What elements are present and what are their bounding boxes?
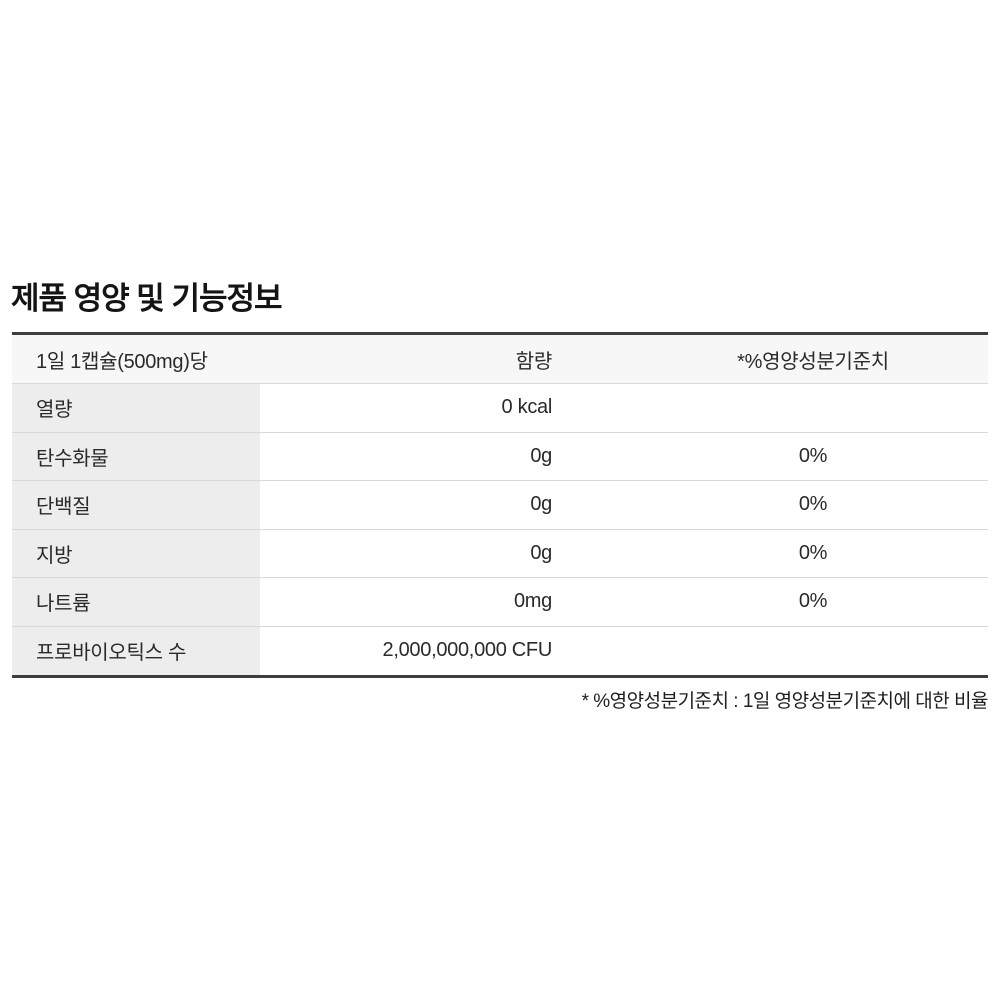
page-title: 제품 영양 및 기능정보 bbox=[11, 281, 283, 316]
nutrition-facts-table: 1일 1캡슐(500mg)당 함량 *%영양성분기준치 열량 0 kcal 탄수… bbox=[12, 332, 988, 678]
row-daily-value bbox=[638, 627, 988, 676]
table-row-probiotics: 프로바이오틱스 수 2,000,000,000 CFU bbox=[12, 626, 988, 676]
header-cell-amount: 함량 bbox=[515, 350, 553, 373]
row-amount: 0 kcal bbox=[501, 396, 553, 419]
row-label: 프로바이오틱스 수 bbox=[12, 626, 260, 675]
row-label: 지방 bbox=[12, 529, 260, 577]
row-daily-value: 0% bbox=[798, 444, 828, 467]
row-label: 열량 bbox=[12, 384, 260, 432]
table-row-sodium: 나트륨 0mg 0% bbox=[12, 578, 988, 627]
row-daily-value: 0% bbox=[798, 493, 828, 516]
table-row-protein: 단백질 0g 0% bbox=[12, 481, 988, 530]
row-amount: 2,000,000,000 CFU bbox=[382, 639, 553, 662]
table-row-fat: 지방 0g 0% bbox=[12, 529, 988, 578]
table-header-row: 1일 1캡슐(500mg)당 함량 *%영양성분기준치 bbox=[12, 335, 988, 384]
row-daily-value: 0% bbox=[798, 590, 828, 613]
header-cell-serving: 1일 1캡슐(500mg)당 bbox=[36, 350, 208, 373]
row-label: 탄수화물 bbox=[12, 432, 260, 480]
row-label: 단백질 bbox=[12, 481, 260, 529]
row-daily-value bbox=[638, 384, 988, 432]
row-amount: 0g bbox=[530, 444, 552, 467]
header-cell-daily-value: *%영양성분기준치 bbox=[737, 350, 889, 373]
daily-value-footnote: * %영양성분기준치 : 1일 영양성분기준치에 대한 비율 bbox=[581, 691, 989, 712]
row-daily-value: 0% bbox=[798, 541, 828, 564]
row-amount: 0g bbox=[530, 541, 552, 564]
table-row-calories: 열량 0 kcal bbox=[12, 384, 988, 433]
row-label: 나트륨 bbox=[12, 578, 260, 626]
row-amount: 0mg bbox=[513, 590, 552, 613]
row-amount: 0g bbox=[530, 493, 552, 516]
table-row-carbohydrate: 탄수화물 0g 0% bbox=[12, 432, 988, 481]
